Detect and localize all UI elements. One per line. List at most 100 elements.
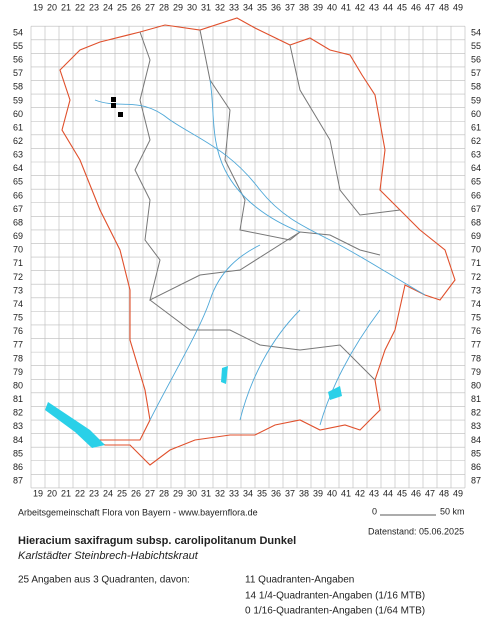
column-label: 46 (411, 2, 421, 12)
column-label: 37 (285, 488, 295, 498)
row-label: 61 (13, 122, 23, 132)
row-label: 80 (13, 380, 23, 390)
river (239, 309, 301, 421)
row-label: 73 (471, 285, 481, 295)
column-label: 35 (257, 488, 267, 498)
occurrence-marker (111, 97, 116, 102)
row-label: 83 (471, 421, 481, 431)
column-label: 22 (75, 2, 85, 12)
row-label: 69 (471, 231, 481, 241)
column-label: 21 (61, 488, 71, 498)
river (94, 99, 426, 296)
column-label: 41 (341, 2, 351, 12)
row-label: 86 (471, 462, 481, 472)
column-label: 27 (145, 2, 155, 12)
row-label: 71 (13, 258, 23, 268)
row-label: 79 (13, 367, 23, 377)
column-label: 31 (201, 2, 211, 12)
row-label: 61 (471, 122, 481, 132)
species-title: Hieracium saxifragum subsp. carolipolita… (18, 535, 296, 547)
district-border (134, 31, 381, 301)
column-label: 26 (131, 2, 141, 12)
column-label: 49 (453, 488, 463, 498)
column-label: 48 (439, 2, 449, 12)
column-label: 22 (75, 488, 85, 498)
column-label: 40 (327, 2, 337, 12)
row-label: 73 (13, 285, 23, 295)
date: Datenstand: 05.06.2025 (368, 526, 464, 536)
column-label: 24 (103, 488, 113, 498)
column-label: 19 (33, 488, 43, 498)
district-border (289, 44, 401, 216)
column-label: 44 (383, 2, 393, 12)
column-label: 30 (187, 488, 197, 498)
column-label: 47 (425, 2, 435, 12)
column-label: 34 (243, 2, 253, 12)
summary-line: 14 1/4-Quadranten-Angaben (1/16 MTB) (245, 591, 425, 602)
column-label: 27 (145, 488, 155, 498)
species-subtitle: Karlstädter Steinbrech-Habichtskraut (18, 550, 199, 562)
row-label: 81 (13, 394, 23, 404)
row-label: 63 (471, 150, 481, 160)
row-label: 76 (13, 326, 23, 336)
row-label: 84 (13, 435, 23, 445)
column-label: 42 (355, 2, 365, 12)
column-label: 25 (117, 2, 127, 12)
column-label: 40 (327, 488, 337, 498)
row-label: 60 (13, 109, 23, 119)
row-label: 59 (13, 95, 23, 105)
row-label: 71 (471, 258, 481, 268)
column-label: 23 (89, 488, 99, 498)
row-label: 63 (13, 150, 23, 160)
column-label: 28 (159, 2, 169, 12)
summary-line: 0 1/16-Quadranten-Angaben (1/64 MTB) (245, 606, 425, 617)
summary-line: 11 Quadranten-Angaben (245, 575, 354, 586)
lake (328, 386, 342, 400)
row-label: 57 (471, 68, 481, 78)
river (209, 79, 301, 233)
column-label: 28 (159, 488, 169, 498)
row-label: 55 (471, 41, 481, 51)
row-label: 85 (471, 448, 481, 458)
column-label: 49 (453, 2, 463, 12)
column-label: 19 (33, 2, 43, 12)
column-label: 44 (383, 488, 393, 498)
row-label: 62 (13, 136, 23, 146)
river (319, 309, 381, 426)
column-label: 43 (369, 2, 379, 12)
column-label: 32 (215, 488, 225, 498)
column-label: 24 (103, 2, 113, 12)
row-label: 87 (471, 476, 481, 486)
row-label: 87 (13, 476, 23, 486)
row-label: 70 (471, 245, 481, 255)
row-label: 58 (471, 82, 481, 92)
row-label: 55 (13, 41, 23, 51)
column-label: 30 (187, 2, 197, 12)
column-label: 21 (61, 2, 71, 12)
column-label: 41 (341, 488, 351, 498)
row-label: 78 (13, 353, 23, 363)
summary-total: 25 Angaben aus 3 Quadranten, davon: (18, 575, 190, 586)
scale-end: 50 km (440, 506, 465, 516)
column-label: 39 (313, 488, 323, 498)
row-label: 60 (471, 109, 481, 119)
column-label: 20 (47, 2, 57, 12)
row-label: 68 (13, 217, 23, 227)
row-label: 65 (471, 177, 481, 187)
column-label: 33 (229, 2, 239, 12)
column-label: 25 (117, 488, 127, 498)
column-label: 23 (89, 2, 99, 12)
district-border (199, 29, 301, 241)
column-label: 42 (355, 488, 365, 498)
river (149, 244, 261, 421)
row-label: 85 (13, 448, 23, 458)
row-label: 74 (471, 299, 481, 309)
column-label: 47 (425, 488, 435, 498)
row-label: 66 (13, 190, 23, 200)
state-border (59, 17, 456, 466)
column-label: 29 (173, 2, 183, 12)
row-label: 64 (13, 163, 23, 173)
column-label: 48 (439, 488, 449, 498)
row-label: 75 (13, 313, 23, 323)
column-label: 31 (201, 488, 211, 498)
